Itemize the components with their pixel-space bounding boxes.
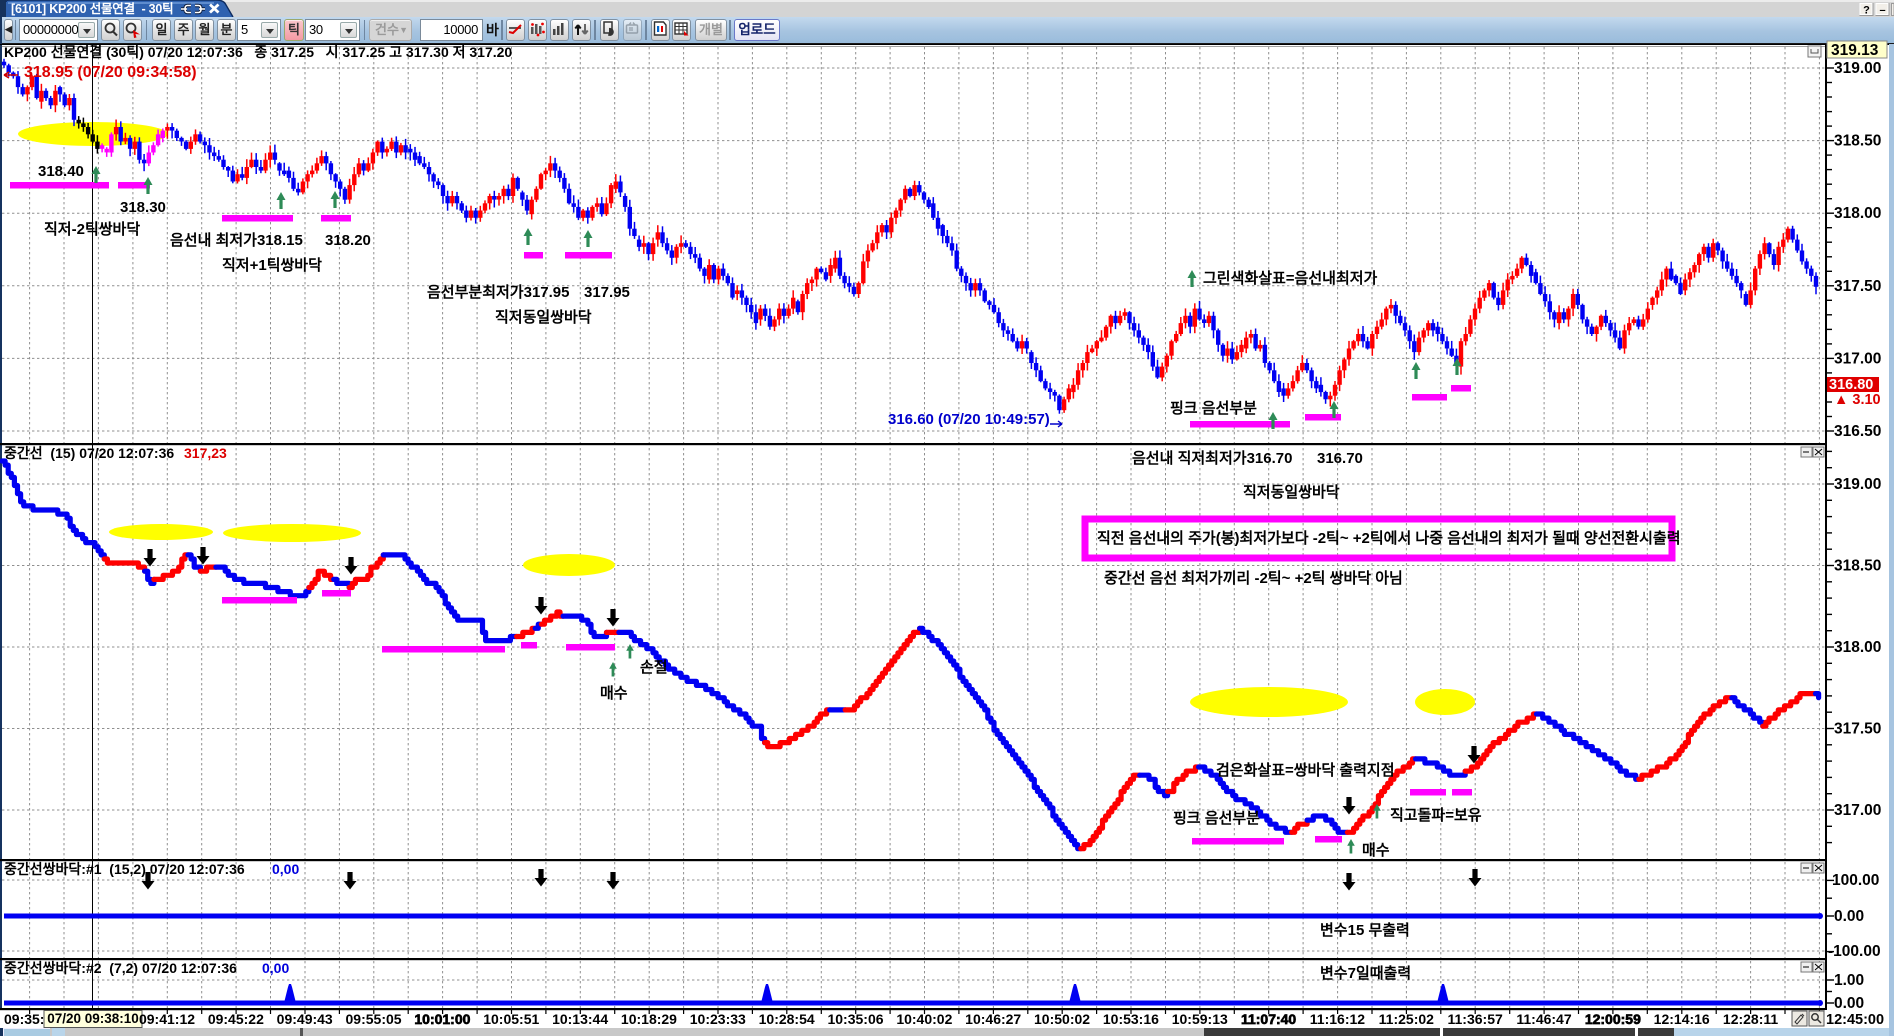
svg-text:317,23: 317,23: [184, 445, 227, 461]
svg-text:318.50: 318.50: [1834, 133, 1881, 150]
svg-text:중간선 (15) 07/20 12:07:36: 중간선 (15) 07/20 12:07:36: [4, 445, 174, 461]
svg-text:12:45:00: 12:45:00: [1826, 1012, 1884, 1028]
svg-text:음선내 최저가318.15: 음선내 최저가318.15: [170, 231, 303, 249]
svg-text:매수: 매수: [600, 685, 628, 702]
svg-text:318.40: 318.40: [38, 163, 84, 180]
svg-text:318.50: 318.50: [1834, 558, 1881, 575]
svg-text:11:46:47: 11:46:47: [1516, 1011, 1571, 1027]
svg-text:0.00: 0.00: [1834, 995, 1864, 1012]
svg-text:-100.00: -100.00: [1828, 943, 1881, 960]
svg-text:319.00: 319.00: [1834, 60, 1881, 77]
svg-text:변수15 무출력: 변수15 무출력: [1320, 921, 1410, 939]
svg-text:09:41:12: 09:41:12: [139, 1011, 195, 1027]
svg-text:319.13: 319.13: [1831, 42, 1879, 59]
svg-text:09:55:05: 09:55:05: [346, 1011, 402, 1027]
svg-text:매수: 매수: [1362, 842, 1390, 859]
svg-text:변수7일때출력: 변수7일때출력: [1320, 964, 1411, 982]
svg-text:10:59:13: 10:59:13: [1172, 1011, 1228, 1027]
svg-text:핑크 음선부분: 핑크 음선부분: [1170, 400, 1257, 417]
svg-text:[6101] KP200 선물연결 - 30틱: [6101] KP200 선물연결 - 30틱: [11, 1, 173, 16]
svg-text:그린색화살표=음선내최저가: 그린색화살표=음선내최저가: [1203, 269, 1378, 287]
svg-text:10:40:02: 10:40:02: [896, 1011, 952, 1027]
svg-text:10:01:00: 10:01:00: [414, 1011, 470, 1027]
svg-text:10:05:51: 10:05:51: [483, 1011, 539, 1027]
svg-text:316.60 (07/20 10:49:57): 316.60 (07/20 10:49:57): [888, 411, 1050, 428]
svg-text:317.50: 317.50: [1834, 721, 1881, 738]
svg-text:KP200 선물연결 (30틱) 07/20 12:07:3: KP200 선물연결 (30틱) 07/20 12:07:36 종 317.25…: [4, 44, 512, 60]
svg-text:100.00: 100.00: [1832, 872, 1879, 889]
svg-text:10:23:33: 10:23:33: [690, 1011, 746, 1027]
svg-text:직고돌파=보유: 직고돌파=보유: [1390, 806, 1482, 824]
svg-text:319.00: 319.00: [1834, 476, 1881, 493]
svg-text:직전 음선내의 주가(봉)최저가보다 -2틱~ +2틱에서: 직전 음선내의 주가(봉)최저가보다 -2틱~ +2틱에서 나중 음선내의 최저…: [1097, 529, 1681, 547]
svg-text:318.00: 318.00: [1834, 205, 1881, 222]
svg-text:–: –: [1879, 5, 1885, 17]
svg-text:10:53:16: 10:53:16: [1103, 1011, 1159, 1027]
svg-text:317.95: 317.95: [584, 284, 630, 301]
svg-text:음선내 직저최저가316.70: 음선내 직저최저가316.70: [1132, 449, 1292, 467]
svg-text:317.50: 317.50: [1834, 278, 1881, 295]
svg-text:핑크 음선부분: 핑크 음선부분: [1173, 810, 1260, 827]
svg-text:중간선쌍바닥:#1 (15,2) 07/20 12:07:: 중간선쌍바닥:#1 (15,2) 07/20 12:07:36: [4, 861, 245, 877]
svg-text:11:25:02: 11:25:02: [1379, 1011, 1434, 1027]
svg-text:317.00: 317.00: [1834, 350, 1881, 367]
svg-text:316.50: 316.50: [1834, 423, 1881, 440]
svg-text:직저+1틱쌍바닥: 직저+1틱쌍바닥: [222, 256, 322, 274]
svg-text:직저동일쌍바닥: 직저동일쌍바닥: [1243, 483, 1340, 501]
svg-text:검은화살표=쌍바닥 출력지점: 검은화살표=쌍바닥 출력지점: [1216, 761, 1395, 779]
svg-text:?: ?: [1863, 5, 1870, 17]
svg-text:직저동일쌍바닥: 직저동일쌍바닥: [495, 308, 592, 326]
svg-text:▲ 3.10: ▲ 3.10: [1834, 392, 1881, 408]
svg-text:316.70: 316.70: [1317, 450, 1363, 467]
svg-text:09:35:: 09:35:: [4, 1011, 44, 1027]
svg-text:07/20 09:38:10: 07/20 09:38:10: [47, 1011, 139, 1026]
svg-text:10:46:27: 10:46:27: [965, 1011, 1021, 1027]
svg-text:316.80: 316.80: [1829, 377, 1873, 393]
svg-text:12:14:16: 12:14:16: [1654, 1011, 1710, 1027]
svg-text:음선부분최저가317.95: 음선부분최저가317.95: [427, 283, 569, 301]
svg-text:손절: 손절: [640, 659, 668, 676]
svg-text:09:45:22: 09:45:22: [208, 1011, 264, 1027]
svg-text:318.20: 318.20: [325, 232, 371, 249]
svg-text:318.30: 318.30: [120, 199, 166, 216]
svg-text:10:35:06: 10:35:06: [827, 1011, 883, 1027]
svg-text:11:07:40: 11:07:40: [1241, 1011, 1296, 1027]
svg-text:12:00:59: 12:00:59: [1585, 1011, 1641, 1027]
svg-text:1.00: 1.00: [1834, 972, 1864, 989]
svg-text:직저-2틱쌍바닥: 직저-2틱쌍바닥: [44, 220, 140, 238]
svg-text:317.00: 317.00: [1834, 802, 1881, 819]
svg-text:중간선 음선 최저가끼리 -2틱~ +2틱 쌍바닥 아님: 중간선 음선 최저가끼리 -2틱~ +2틱 쌍바닥 아님: [1104, 569, 1403, 587]
svg-text:10:18:29: 10:18:29: [621, 1011, 677, 1027]
svg-text:10:50:02: 10:50:02: [1034, 1011, 1090, 1027]
svg-text:중간선쌍바닥:#2 (7,2) 07/20 12:07:3: 중간선쌍바닥:#2 (7,2) 07/20 12:07:36: [4, 960, 237, 976]
svg-text:318.00: 318.00: [1834, 639, 1881, 656]
svg-text:10:28:54: 10:28:54: [759, 1011, 815, 1027]
svg-text:12:28:11: 12:28:11: [1723, 1011, 1778, 1027]
svg-text:0,00: 0,00: [272, 861, 299, 877]
svg-text:0.00: 0.00: [1834, 908, 1864, 925]
svg-text:11:16:12: 11:16:12: [1310, 1011, 1365, 1027]
svg-text:11:36:57: 11:36:57: [1448, 1011, 1503, 1027]
svg-text:0,00: 0,00: [262, 960, 289, 976]
svg-text:09:49:43: 09:49:43: [277, 1011, 333, 1027]
svg-text:318.95 (07/20 09:34:58): 318.95 (07/20 09:34:58): [24, 64, 197, 81]
svg-text:10:13:44: 10:13:44: [552, 1011, 608, 1027]
